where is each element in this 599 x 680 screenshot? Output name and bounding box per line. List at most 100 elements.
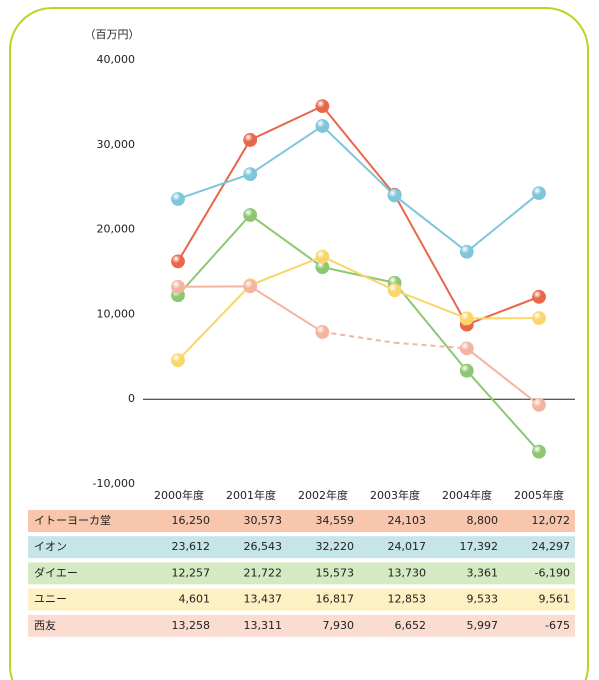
- data-point: [171, 192, 185, 206]
- table-row: [28, 614, 575, 637]
- y-tick-label: 40,000: [97, 53, 136, 66]
- data-point: [171, 254, 185, 269]
- series-segment: [466, 347, 540, 406]
- table-value: 34,559: [316, 514, 355, 527]
- series-segment: [393, 282, 468, 372]
- table-value: 24,103: [388, 514, 427, 527]
- series-segment: [394, 289, 468, 320]
- table-value: 3,361: [467, 566, 499, 579]
- data-point: [459, 311, 474, 326]
- series-segment: [466, 192, 540, 253]
- table-value: 21,722: [244, 566, 283, 579]
- series-segment: [322, 330, 395, 344]
- table-value: 9,533: [467, 593, 499, 606]
- table-value: 32,220: [316, 540, 355, 553]
- data-point: [532, 398, 546, 412]
- table-value: 17,392: [460, 540, 499, 553]
- series-segment: [321, 105, 396, 196]
- data-point: [532, 444, 546, 459]
- x-tick-label: 2004年度: [442, 488, 492, 502]
- data-point: [459, 341, 474, 356]
- series-segment: [249, 125, 323, 175]
- table-value: 12,072: [532, 514, 571, 527]
- unit-label: （百万円）: [85, 28, 140, 41]
- data-point: [171, 279, 185, 294]
- table-value: 15,573: [316, 566, 355, 579]
- data-point: [315, 119, 330, 133]
- table-value: 13,258: [172, 619, 211, 632]
- y-tick-label: 10,000: [97, 307, 136, 320]
- legend-label: ダイエー: [34, 565, 78, 579]
- series-segment: [466, 295, 540, 326]
- series-segment: [177, 214, 251, 296]
- series-segment: [177, 173, 251, 200]
- table-value: 13,311: [244, 619, 283, 632]
- table-value: -6,190: [535, 566, 570, 579]
- table-row: [28, 510, 575, 532]
- series-segment: [249, 105, 323, 141]
- x-tick-label: 2000年度: [154, 488, 204, 502]
- table-row: [28, 536, 575, 559]
- legend-label: イトーヨーカ堂: [34, 514, 111, 527]
- legend-label: 西友: [34, 618, 56, 632]
- table-value: 12,257: [172, 566, 211, 579]
- series-segment: [393, 194, 468, 326]
- series-segment: [322, 266, 395, 284]
- x-tick-label: 2001年度: [226, 488, 276, 502]
- x-tick-label: 2005年度: [514, 488, 564, 502]
- data-point: [387, 188, 402, 203]
- table-value: -675: [545, 619, 570, 632]
- series-segment: [321, 125, 396, 197]
- series-segment: [394, 341, 467, 350]
- table-value: 24,297: [532, 540, 571, 553]
- series-segment: [249, 255, 323, 287]
- series-segment: [249, 214, 323, 268]
- data-point: [315, 99, 330, 114]
- series-segment: [177, 139, 252, 262]
- data-point: [532, 311, 546, 326]
- table-value: 6,652: [395, 619, 427, 632]
- table-value: 26,543: [244, 540, 283, 553]
- data-point: [532, 186, 546, 201]
- table-value: 7,930: [323, 619, 355, 632]
- table-value: 13,437: [244, 593, 283, 606]
- y-tick-label: -10,000: [93, 477, 135, 490]
- data-point: [459, 363, 474, 378]
- table-value: 5,997: [467, 619, 499, 632]
- table-value: 9,561: [539, 593, 571, 606]
- data-point: [243, 208, 258, 222]
- data-point: [243, 133, 258, 147]
- data-point: [315, 325, 330, 339]
- x-tick-label: 2002年度: [298, 488, 348, 502]
- table-row: [28, 562, 575, 585]
- data-point: [243, 279, 258, 294]
- table-row: [28, 588, 575, 611]
- table-value: 23,612: [172, 540, 211, 553]
- data-point: [459, 244, 474, 259]
- table-value: 16,250: [172, 514, 211, 527]
- series-segment: [177, 284, 251, 361]
- table-value: 16,817: [316, 593, 355, 606]
- series-segment: [321, 255, 396, 292]
- data-point: [387, 283, 402, 298]
- y-tick-label: 30,000: [97, 138, 136, 151]
- table-value: 13,730: [388, 566, 427, 579]
- x-tick-label: 2003年度: [370, 488, 420, 502]
- table-value: 24,017: [388, 540, 427, 553]
- data-point: [171, 353, 185, 368]
- legend-label: ユニー: [34, 593, 67, 606]
- series-segment: [466, 370, 540, 453]
- series-segment: [249, 285, 323, 333]
- y-tick-label: 20,000: [97, 223, 136, 236]
- data-point: [532, 289, 546, 304]
- data-point: [315, 249, 330, 264]
- data-point: [243, 167, 258, 182]
- table-value: 8,800: [467, 514, 499, 527]
- series-segment: [393, 194, 468, 253]
- legend-label: イオン: [34, 540, 67, 553]
- table-value: 30,573: [244, 514, 283, 527]
- table-value: 4,601: [179, 593, 211, 606]
- table-value: 12,853: [388, 593, 427, 606]
